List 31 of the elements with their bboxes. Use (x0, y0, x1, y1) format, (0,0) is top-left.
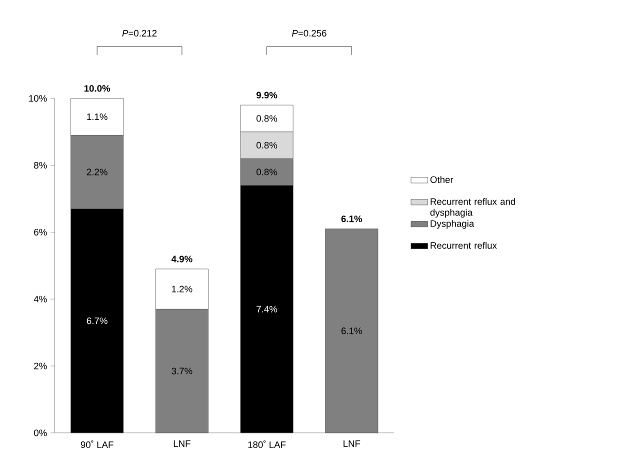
y-tick-label: 0% (34, 430, 47, 436)
data-label: 1.2% (172, 286, 192, 293)
y-tick-label: 8% (34, 162, 47, 169)
legend-label: Dysphagia (430, 220, 474, 229)
total-label: 9.9% (256, 92, 278, 99)
data-label: 6.1% (341, 328, 362, 334)
data-label: 7.4% (256, 306, 278, 313)
x-tick-label: 90˚ LAF (80, 440, 114, 448)
legend-label: Other (430, 176, 454, 184)
legend-label: Recurrent reflux (430, 242, 497, 250)
data-label: 0.8% (256, 142, 278, 149)
total-label: 6.1% (341, 216, 362, 222)
text: P=0.256 (292, 30, 326, 37)
text: P=0.212 (122, 30, 157, 37)
data-label: 3.7% (172, 368, 192, 375)
data-label: 0.8% (256, 115, 278, 122)
x-tick-label: LNF (344, 440, 360, 448)
y-tick-label: 10% (29, 95, 47, 102)
y-tick-label: 6% (34, 229, 47, 236)
x-tick-label: LNF (174, 440, 190, 448)
data-label: 0.8% (256, 168, 278, 176)
bar (325, 228, 378, 434)
data-label: 1.1% (87, 114, 108, 120)
total-label: 10.0% (84, 85, 110, 92)
legend-label: Recurrent reflux and dysphagia (430, 198, 516, 218)
y-tick-label: 4% (34, 296, 47, 303)
data-label: 2.2% (86, 168, 108, 176)
data-label: 6.7% (86, 318, 108, 324)
total-label: 4.9% (171, 256, 192, 263)
x-tick-label: 180˚ LAF (248, 440, 286, 448)
y-tick-label: 2% (34, 362, 47, 370)
